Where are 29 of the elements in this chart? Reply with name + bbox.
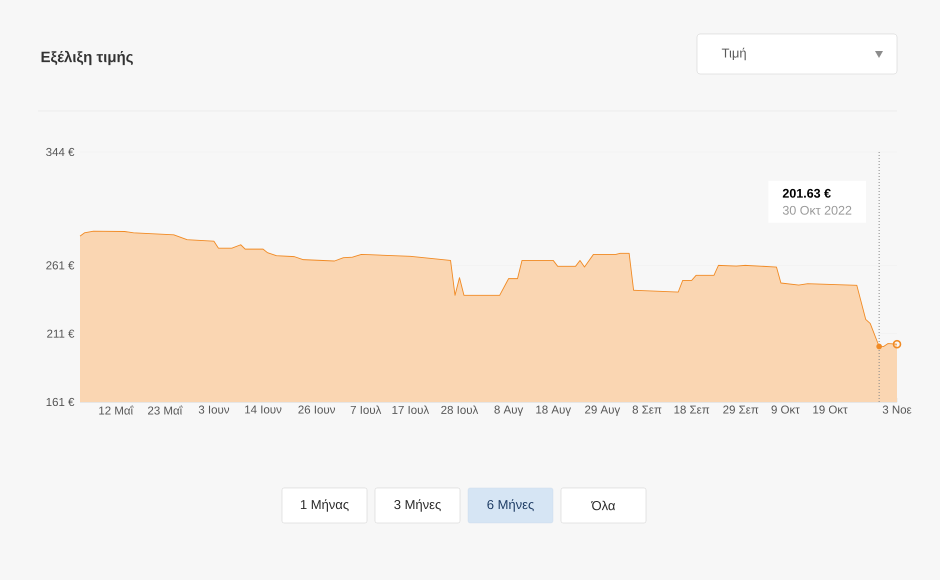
text: 3 Μήνες bbox=[394, 499, 441, 512]
x-tick-label: 7 Ιουλ bbox=[350, 406, 382, 414]
x-tick-label: 3 Ιουν bbox=[198, 406, 230, 414]
x-tick-label: 26 Ιουν bbox=[298, 406, 335, 414]
x-tick-label: 19 Οκτ bbox=[813, 406, 848, 414]
x-tick-label: 29 Σεπ bbox=[723, 406, 758, 414]
y-tick-label: 211 € bbox=[47, 330, 74, 338]
x-tick-label: 3 Νοε bbox=[882, 406, 912, 414]
x-tick-label: 23 Μαΐ bbox=[148, 406, 183, 415]
x-tick-label: 8 Σεπ bbox=[632, 406, 662, 414]
chart-title: Εξέλιξη τιμής bbox=[42, 50, 133, 66]
x-tick-label: 8 Αυγ bbox=[494, 406, 524, 416]
x-tick-label: 14 Ιουν bbox=[245, 406, 282, 414]
x-tick-label: 18 Σεπ bbox=[674, 406, 710, 414]
text: 6 Μήνες bbox=[487, 499, 534, 512]
text: 1 Μήνας bbox=[300, 499, 349, 512]
y-tick-label: 344 € bbox=[46, 148, 74, 156]
x-tick-label: 9 Οκτ bbox=[772, 406, 800, 414]
x-tick-label: 28 Ιουλ bbox=[441, 406, 478, 414]
x-tick-label: 17 Ιουλ bbox=[392, 406, 430, 414]
x-tick-label: 18 Αυγ bbox=[536, 406, 572, 416]
annotation: 201.63 € bbox=[782, 188, 831, 198]
text: Τιμή bbox=[722, 48, 746, 60]
text: Όλα bbox=[591, 500, 616, 510]
x-tick-label: 29 Αυγ bbox=[585, 406, 620, 416]
annotation: 30 Οκτ 2022 bbox=[782, 206, 852, 215]
y-tick-label: 161 € bbox=[46, 398, 74, 406]
y-tick-label: 261 € bbox=[46, 261, 74, 270]
x-tick-label: 12 Μαΐ bbox=[99, 406, 134, 415]
